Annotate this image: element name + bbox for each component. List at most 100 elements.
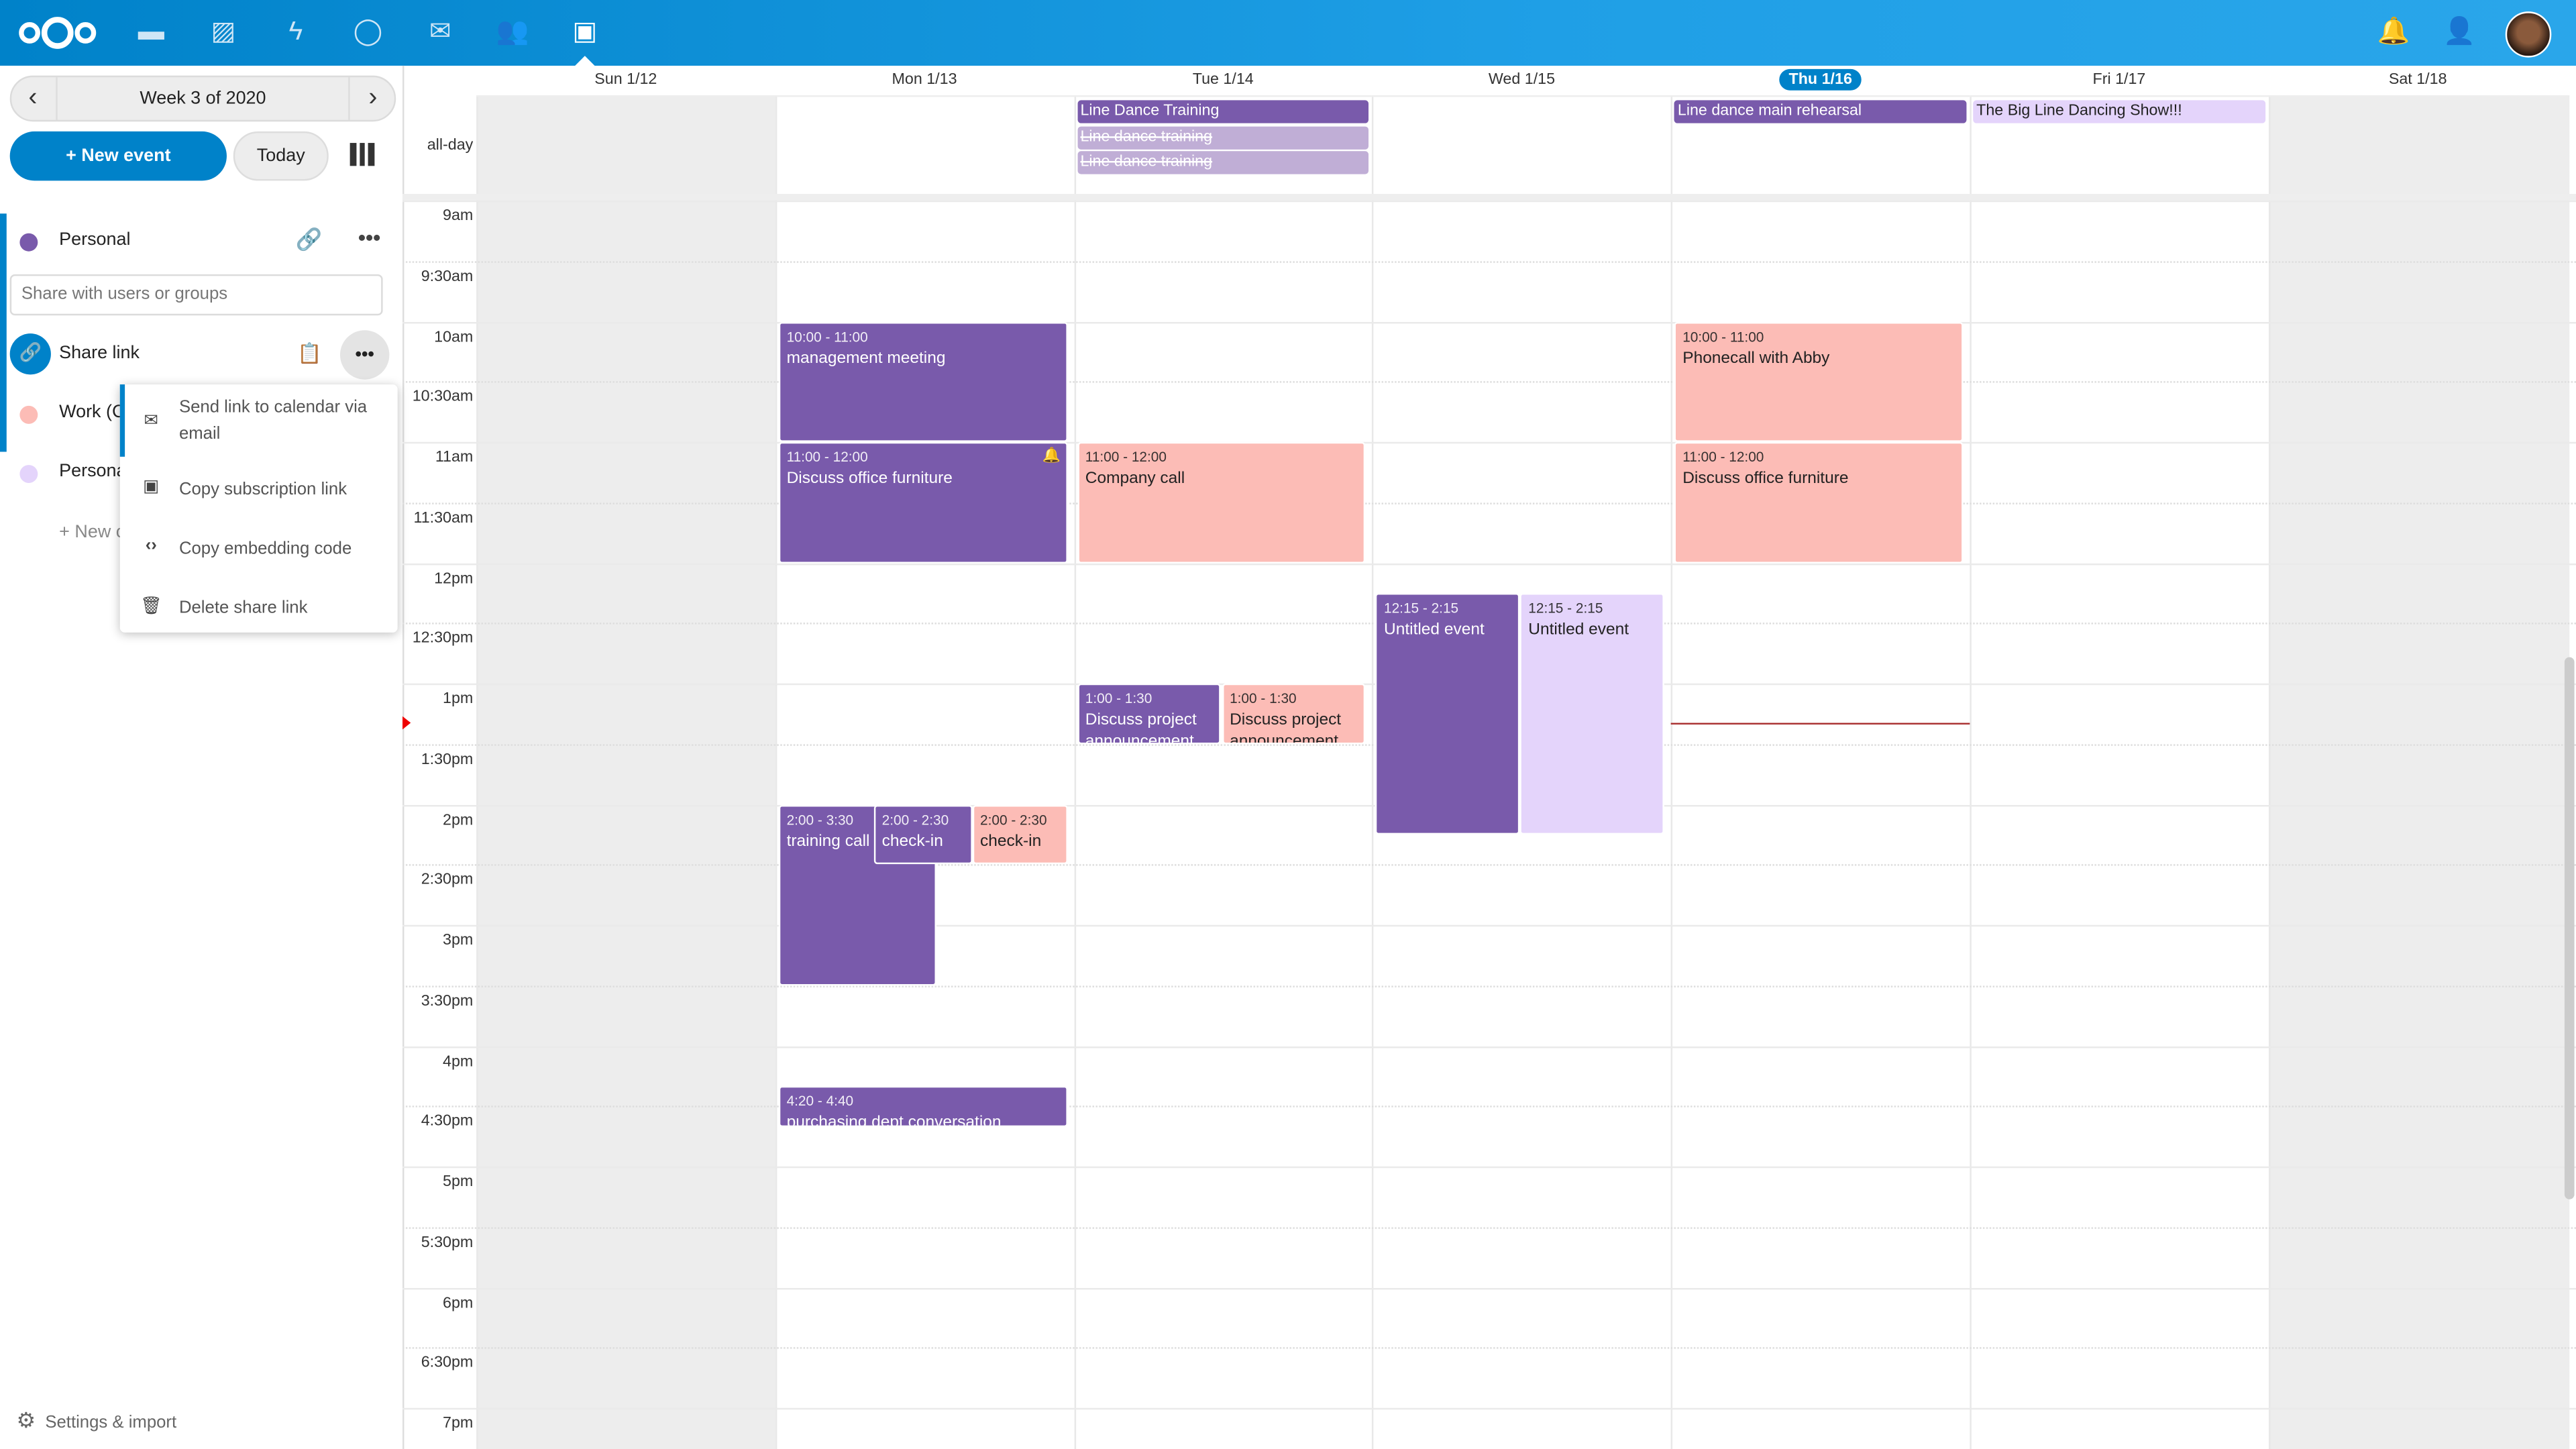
day-column[interactable] [1970,95,2271,1449]
time-label: 2pm [443,810,474,829]
new-event-button[interactable]: + New event [9,131,227,181]
event-time: 2:00 - 2:30 [980,810,1047,828]
calendar-event[interactable]: 10:00 - 11:00 management meeting [778,321,1067,442]
calendar-event[interactable]: 11:00 - 12:00 Discuss office furniture [1674,441,1964,563]
calendar-event[interactable]: 11:00 - 12:00 Company call [1077,441,1366,563]
day-column[interactable] [1671,95,1972,1449]
share-link-more-button[interactable]: ••• [339,330,390,380]
notifications-icon[interactable]: 🔔 [2377,17,2410,46]
new-calendar-button[interactable]: + New c [59,522,125,543]
event-time: 12:15 - 2:15 [1528,599,1603,616]
more-options-icon[interactable]: ••• [358,225,381,250]
event-title: management meeting [786,349,946,368]
calendar-item-work[interactable]: Work (C [0,388,402,440]
calendar-event[interactable]: 11:00 - 12:00 Discuss office furniture 🔔 [778,441,1067,563]
day-header[interactable]: Sat 1/18 [2268,66,2567,97]
calendar-event[interactable]: 10:00 - 11:00 Phonecall with Abby [1674,321,1964,442]
calendar-event[interactable]: 1:00 - 1:30 Discuss project announcement [1077,683,1222,744]
sidebar: ‹ Week 3 of 2020 › + New event Today Per… [0,65,405,1449]
day-header[interactable]: Sun 1/12 [476,66,775,97]
nextcloud-logo-icon[interactable] [16,15,98,51]
menu-item-copy-embed[interactable]: ‹› Copy embedding code [120,535,398,568]
day-label: Fri 1/17 [2092,70,2146,89]
all-day-event[interactable]: The Big Line Dancing Show!!! [1973,100,2265,123]
share-link-item[interactable]: 🔗 Share link 📋 ••• [0,329,402,381]
menu-item-copy-subscription[interactable]: ▣ Copy subscription link [120,476,398,509]
time-label: 3:30pm [421,991,474,1010]
grid-line [402,260,2576,263]
calendar-color-dot [19,233,38,252]
calendar-item-personal-2[interactable]: Persona [0,447,402,499]
mail-icon[interactable]: ✉ [429,17,451,46]
grid-line [402,441,2576,444]
menu-active-indicator [119,384,125,457]
contacts-icon[interactable]: 👥 [496,17,529,46]
settings-button[interactable]: ⚙ Settings & import [16,1408,176,1434]
week-label[interactable]: Week 3 of 2020 [56,77,350,120]
code-icon: ‹› [145,535,157,555]
today-button[interactable]: Today [233,131,329,181]
time-label: 12:30pm [412,629,474,648]
day-column[interactable] [775,95,1076,1449]
day-column[interactable] [2268,95,2569,1449]
menu-item-delete-share[interactable]: 🗑 Delete share link [120,595,398,628]
time-label: 9:30am [421,267,474,286]
menu-item-label: Send link to calendar via email [178,397,368,444]
talk-icon[interactable]: ◯ [353,17,383,46]
calendar-event[interactable]: 2:00 - 2:30 check-in [971,804,1067,865]
calendar-name: Personal [59,229,131,250]
menu-item-label: Copy subscription link [178,480,347,500]
previous-week-button[interactable]: ‹ [28,83,38,112]
calendar-event[interactable]: 4:20 - 4:40 purchasing dept conversation [778,1085,1067,1126]
view-switcher-icon[interactable] [350,143,375,166]
files-icon[interactable]: ▬ [138,17,164,46]
day-header[interactable]: Fri 1/17 [1970,66,2269,97]
event-time: 11:00 - 12:00 [786,448,868,466]
week-navigator: ‹ Week 3 of 2020 › [9,75,396,122]
time-label: 3pm [443,931,474,950]
time-label: 5:30pm [421,1233,474,1252]
scrollbar[interactable] [2564,657,2575,1199]
grid-line [402,381,2576,384]
settings-label: Settings & import [45,1413,177,1433]
all-day-event[interactable]: Line dance training [1077,125,1369,149]
event-title: Untitled event [1384,621,1485,639]
time-label: 10:30am [412,388,474,407]
contacts-menu-icon[interactable]: 👤 [2443,17,2476,46]
event-title: check-in [980,832,1042,851]
next-week-button[interactable]: › [368,83,378,112]
share-link-label: Share link [59,343,140,364]
top-bar: ▬ ▨ ϟ ◯ ✉ 👥 ▣ 🔔 👤 [0,0,2576,66]
calendar-item-personal[interactable]: Personal 🔗 ••• [0,215,402,268]
user-avatar[interactable] [2505,11,2552,58]
all-day-event[interactable]: Line Dance Training [1077,100,1369,123]
all-day-event[interactable]: Line dance main rehearsal [1674,100,1967,123]
day-header[interactable]: Thu 1/16 [1671,66,1970,97]
event-time: 11:00 - 12:00 [1682,448,1764,466]
calendar-event[interactable]: 2:00 - 2:30 check-in [873,804,972,865]
all-day-label: all-day [427,136,474,155]
share-link-icon[interactable]: 🔗 [295,226,323,252]
day-header[interactable]: Wed 1/15 [1372,66,1672,97]
calendar-icon[interactable]: ▣ [572,17,598,46]
grid-line [402,1226,2576,1229]
menu-item-send-email[interactable]: ✉ Send link to calendar via email [120,394,398,450]
day-column[interactable] [476,95,777,1449]
day-column[interactable] [1073,95,1375,1449]
photos-icon[interactable]: ▨ [211,17,236,46]
event-title: Discuss project announcement [1085,711,1197,744]
day-header[interactable]: Mon 1/13 [775,66,1074,97]
day-header[interactable]: Tue 1/14 [1073,66,1373,97]
calendar-color-dot [19,465,38,484]
time-label: 2:30pm [421,871,474,890]
time-label: 10am [434,327,474,346]
calendar-event[interactable]: 12:15 - 2:15 Untitled event [1375,592,1521,835]
calendar-event[interactable]: 1:00 - 1:30 Discuss project announcement [1221,683,1366,744]
all-day-event[interactable]: Line dance training [1077,151,1369,174]
share-with-users-input[interactable]: Share with users or groups [9,274,383,316]
menu-item-label: Copy embedding code [178,539,352,559]
copy-to-clipboard-icon[interactable]: 📋 [297,341,322,365]
activity-icon[interactable]: ϟ [288,17,303,46]
time-label: 6:30pm [421,1354,474,1373]
calendar-event[interactable]: 12:15 - 2:15 Untitled event [1520,592,1665,835]
